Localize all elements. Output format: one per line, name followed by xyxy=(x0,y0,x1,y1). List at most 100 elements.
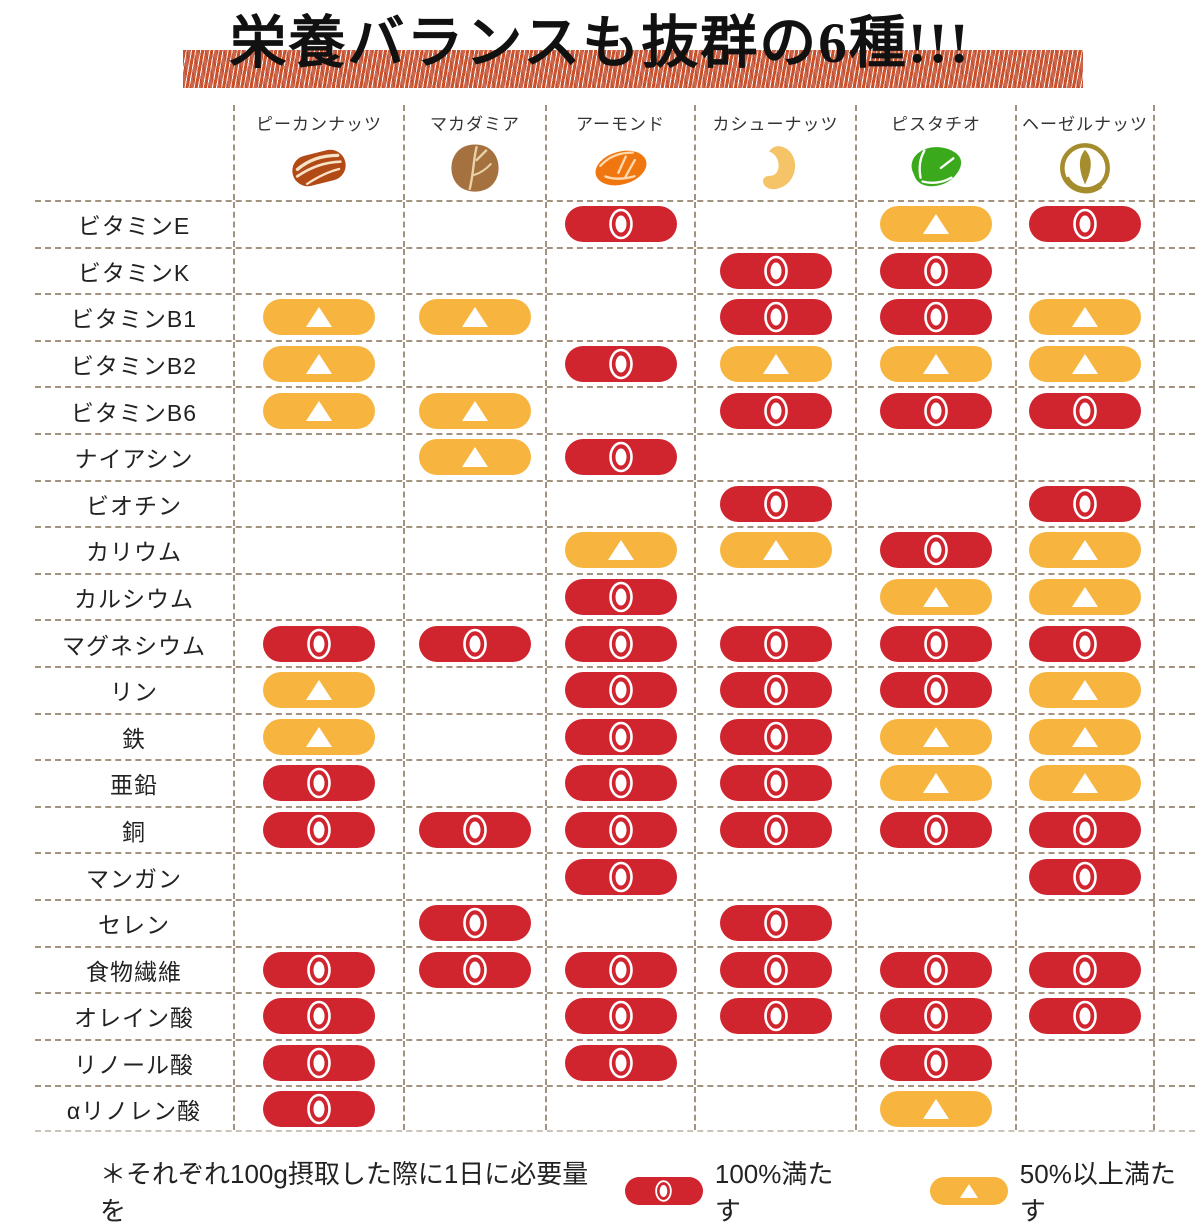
row-right-spacer xyxy=(1155,761,1195,806)
row-label-cell: ビタミンB2 xyxy=(35,342,233,387)
nut-name-label: ピーカンナッツ xyxy=(256,115,382,134)
table-row: ビタミンE xyxy=(35,200,1195,247)
half-mark-pill xyxy=(880,765,992,802)
double-circle-symbol xyxy=(1073,814,1097,846)
cell-half xyxy=(403,295,545,340)
double-circle-symbol xyxy=(608,721,633,753)
double-circle-symbol xyxy=(1073,395,1097,426)
row-label-cell: ビタミンB1 xyxy=(35,295,233,340)
cell-empty xyxy=(1015,900,1155,946)
cell-empty xyxy=(694,854,855,899)
cell-full xyxy=(545,994,694,1039)
cell-full xyxy=(403,947,545,993)
row-label: αリノレン酸 xyxy=(66,1097,202,1124)
cell-full xyxy=(545,667,694,713)
triangle-symbol xyxy=(607,540,634,561)
full-mark-pill xyxy=(880,1044,992,1081)
cell-full xyxy=(694,621,855,666)
cell-half xyxy=(694,341,855,387)
row-label-cell: 亜鉛 xyxy=(35,761,233,806)
half-mark-pill xyxy=(880,1090,992,1127)
half-mark-pill xyxy=(929,1176,1008,1205)
cell-full xyxy=(545,1040,694,1086)
triangle-symbol xyxy=(1072,587,1098,608)
cell-empty xyxy=(233,854,403,899)
row-label: 亜鉛 xyxy=(110,772,158,799)
cell-half xyxy=(403,434,545,480)
cell-full xyxy=(694,807,855,853)
row-right-spacer xyxy=(1155,295,1195,340)
cell-empty xyxy=(694,434,855,480)
full-mark-pill xyxy=(564,672,677,709)
full-mark-pill xyxy=(624,1176,703,1205)
full-mark-pill xyxy=(564,718,677,755)
row-right-spacer xyxy=(1155,901,1195,946)
full-mark-pill xyxy=(880,951,992,988)
half-mark-pill xyxy=(419,439,531,476)
full-mark-pill xyxy=(564,579,677,616)
column-header-pistachio: ピスタチオ xyxy=(855,105,1015,200)
cell-empty xyxy=(403,1040,545,1086)
full-mark-pill xyxy=(564,858,677,895)
full-mark-pill xyxy=(1029,858,1141,895)
row-right-spacer xyxy=(1155,575,1195,620)
cell-half xyxy=(1015,295,1155,340)
cell-full xyxy=(233,761,403,806)
double-circle-symbol xyxy=(763,255,788,287)
legend-label-half: 50%以上満たす xyxy=(1019,1158,1176,1226)
cell-full xyxy=(403,807,545,853)
full-mark-pill xyxy=(263,1090,375,1127)
full-mark-pill xyxy=(1029,485,1141,522)
cell-full xyxy=(694,248,855,294)
column-header-pecan: ピーカンナッツ xyxy=(233,105,403,200)
hazelnut-icon xyxy=(1056,135,1114,200)
cell-half xyxy=(233,295,403,340)
cell-half xyxy=(855,761,1015,806)
cell-full xyxy=(694,900,855,946)
legend-item-half: 50%以上満たす xyxy=(929,1154,1200,1228)
cell-full xyxy=(855,248,1015,294)
full-mark-pill xyxy=(263,998,375,1035)
full-mark-pill xyxy=(419,625,531,662)
row-label-cell: ビオチン xyxy=(35,482,233,527)
double-circle-symbol xyxy=(924,302,948,333)
cell-full xyxy=(1015,202,1155,247)
full-mark-pill xyxy=(419,905,531,942)
cell-empty xyxy=(1015,434,1155,480)
triangle-symbol xyxy=(306,726,332,747)
full-mark-pill xyxy=(564,998,677,1035)
cell-full xyxy=(233,807,403,853)
cell-full xyxy=(233,1040,403,1086)
pistachio-icon xyxy=(905,135,967,200)
double-circle-symbol xyxy=(307,814,331,846)
column-header-macadamia: マカダミア xyxy=(403,105,545,200)
full-mark-pill xyxy=(1029,998,1141,1035)
full-mark-pill xyxy=(419,812,531,849)
cell-half xyxy=(1015,761,1155,806)
double-circle-symbol xyxy=(307,1047,331,1079)
half-mark-pill xyxy=(263,346,375,383)
half-mark-pill xyxy=(419,299,531,336)
half-mark-pill xyxy=(880,718,992,755)
triangle-symbol xyxy=(1072,726,1098,747)
legend-prefix: ＊それぞれ100g摂取した際に1日に必要量を xyxy=(100,1158,589,1226)
double-circle-symbol xyxy=(463,954,487,986)
double-circle-symbol xyxy=(1073,488,1097,520)
double-circle-symbol xyxy=(608,768,633,799)
cell-full xyxy=(855,528,1015,573)
cell-empty xyxy=(403,574,545,620)
full-mark-pill xyxy=(564,812,677,849)
full-mark-pill xyxy=(1029,951,1141,988)
table-row: 食物繊維 xyxy=(35,945,1195,993)
cell-full xyxy=(855,388,1015,433)
double-circle-symbol xyxy=(608,628,633,659)
cell-empty xyxy=(545,900,694,946)
half-mark-pill xyxy=(263,718,375,755)
row-label-cell: オレイン酸 xyxy=(35,994,233,1039)
cell-empty xyxy=(545,481,694,527)
nutrition-table: ピーカンナッツ マカダミア アーモンド カシューナッツ ピスタチオ ヘーゼルナッツ ビタミ… xyxy=(35,105,1195,1132)
cell-full xyxy=(545,434,694,480)
full-mark-pill xyxy=(564,439,677,476)
legend-label-full: 100%満たす xyxy=(714,1158,834,1226)
cell-full xyxy=(855,947,1015,993)
